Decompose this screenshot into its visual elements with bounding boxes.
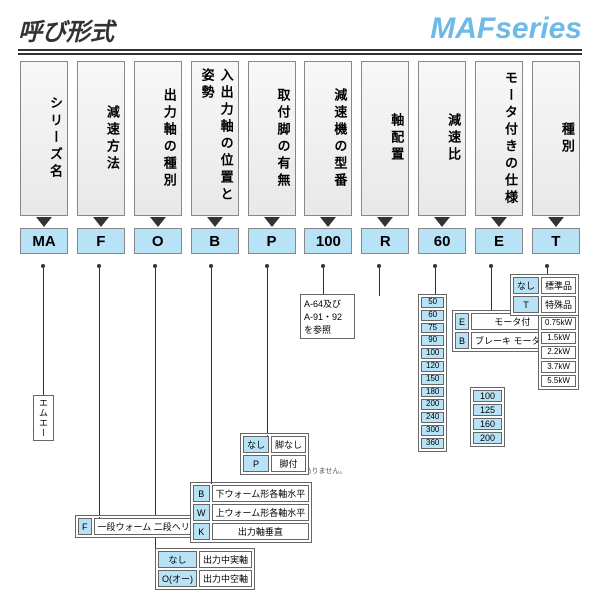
- col-code: T: [532, 228, 580, 254]
- column-8: モータ付きの仕様 E: [473, 61, 525, 254]
- arrow-icon: [491, 217, 507, 227]
- col-code: R: [361, 228, 409, 254]
- arrow-icon: [93, 217, 109, 227]
- line: [267, 265, 268, 435]
- col-head: 減速方法: [77, 61, 125, 216]
- dot: [209, 264, 213, 268]
- arrow-icon: [264, 217, 280, 227]
- column-1: 減速方法 F: [75, 61, 127, 254]
- arrow-icon: [377, 217, 393, 227]
- arrow-icon: [207, 217, 223, 227]
- ratio-list: 50607590100120150180200240300360: [418, 294, 447, 452]
- dot: [433, 264, 437, 268]
- col-code: P: [248, 228, 296, 254]
- size-list: 100125160200: [470, 387, 505, 447]
- col-head: 種別: [532, 61, 580, 216]
- dot: [265, 264, 269, 268]
- col-head: 減速機の型番: [304, 61, 352, 216]
- column-2: 出力軸の種別 O: [132, 61, 184, 254]
- col-code: 60: [418, 228, 466, 254]
- arrow-icon: [548, 217, 564, 227]
- column-9: 種別 T: [530, 61, 582, 254]
- col-code: F: [77, 228, 125, 254]
- column-5: 減速機の型番 100: [302, 61, 354, 254]
- o-table: なし出力中実軸 O(オー)出力中空軸: [155, 548, 255, 590]
- column-row: シリーズ名 MA減速方法 F出力軸の種別 O入出力軸の位置と姿勢 B取付脚の有無…: [0, 55, 600, 254]
- col-head: 軸配置: [361, 61, 409, 216]
- line: [435, 265, 436, 295]
- col-code: O: [134, 228, 182, 254]
- arrow-icon: [320, 217, 336, 227]
- col-head: シリーズ名: [20, 61, 68, 216]
- line: [379, 265, 380, 295]
- col-head: 入出力軸の位置と姿勢: [191, 61, 239, 216]
- main-title: 呼び形式: [18, 12, 114, 47]
- column-4: 取付脚の有無 P: [246, 61, 298, 254]
- b-table: B下ウォーム形各軸水平 W上ウォーム形各軸水平 K出力軸垂直: [190, 482, 312, 543]
- dot: [321, 264, 325, 268]
- ma-box: エムエー: [33, 395, 54, 441]
- arrow-icon: [36, 217, 52, 227]
- col-code: B: [191, 228, 239, 254]
- column-6: 軸配置 R: [359, 61, 411, 254]
- line: [99, 265, 100, 517]
- col-code: E: [475, 228, 523, 254]
- dot: [153, 264, 157, 268]
- column-3: 入出力軸の位置と姿勢 B: [189, 61, 241, 254]
- dot: [545, 264, 549, 268]
- line: [155, 265, 156, 550]
- dot: [489, 264, 493, 268]
- col-code: 100: [304, 228, 352, 254]
- col-head: 出力軸の種別: [134, 61, 182, 216]
- line: [211, 265, 212, 483]
- col-head: 減速比: [418, 61, 466, 216]
- t-table: なし標準品 T特殊品: [510, 274, 579, 316]
- arrow-icon: [150, 217, 166, 227]
- line: [323, 265, 324, 295]
- num-ref: A-64及び A-91・92 を参照: [300, 294, 355, 339]
- dot: [41, 264, 45, 268]
- col-head: 取付脚の有無: [248, 61, 296, 216]
- line: [491, 265, 492, 310]
- column-7: 減速比 60: [416, 61, 468, 254]
- brand-title: MAFseries: [430, 12, 582, 46]
- dot: [97, 264, 101, 268]
- line: [43, 265, 44, 395]
- col-head: モータ付きの仕様: [475, 61, 523, 216]
- col-code: MA: [20, 228, 68, 254]
- column-0: シリーズ名 MA: [18, 61, 70, 254]
- dot: [377, 264, 381, 268]
- arrow-icon: [434, 217, 450, 227]
- p-table: なし脚なし P脚付: [240, 433, 309, 475]
